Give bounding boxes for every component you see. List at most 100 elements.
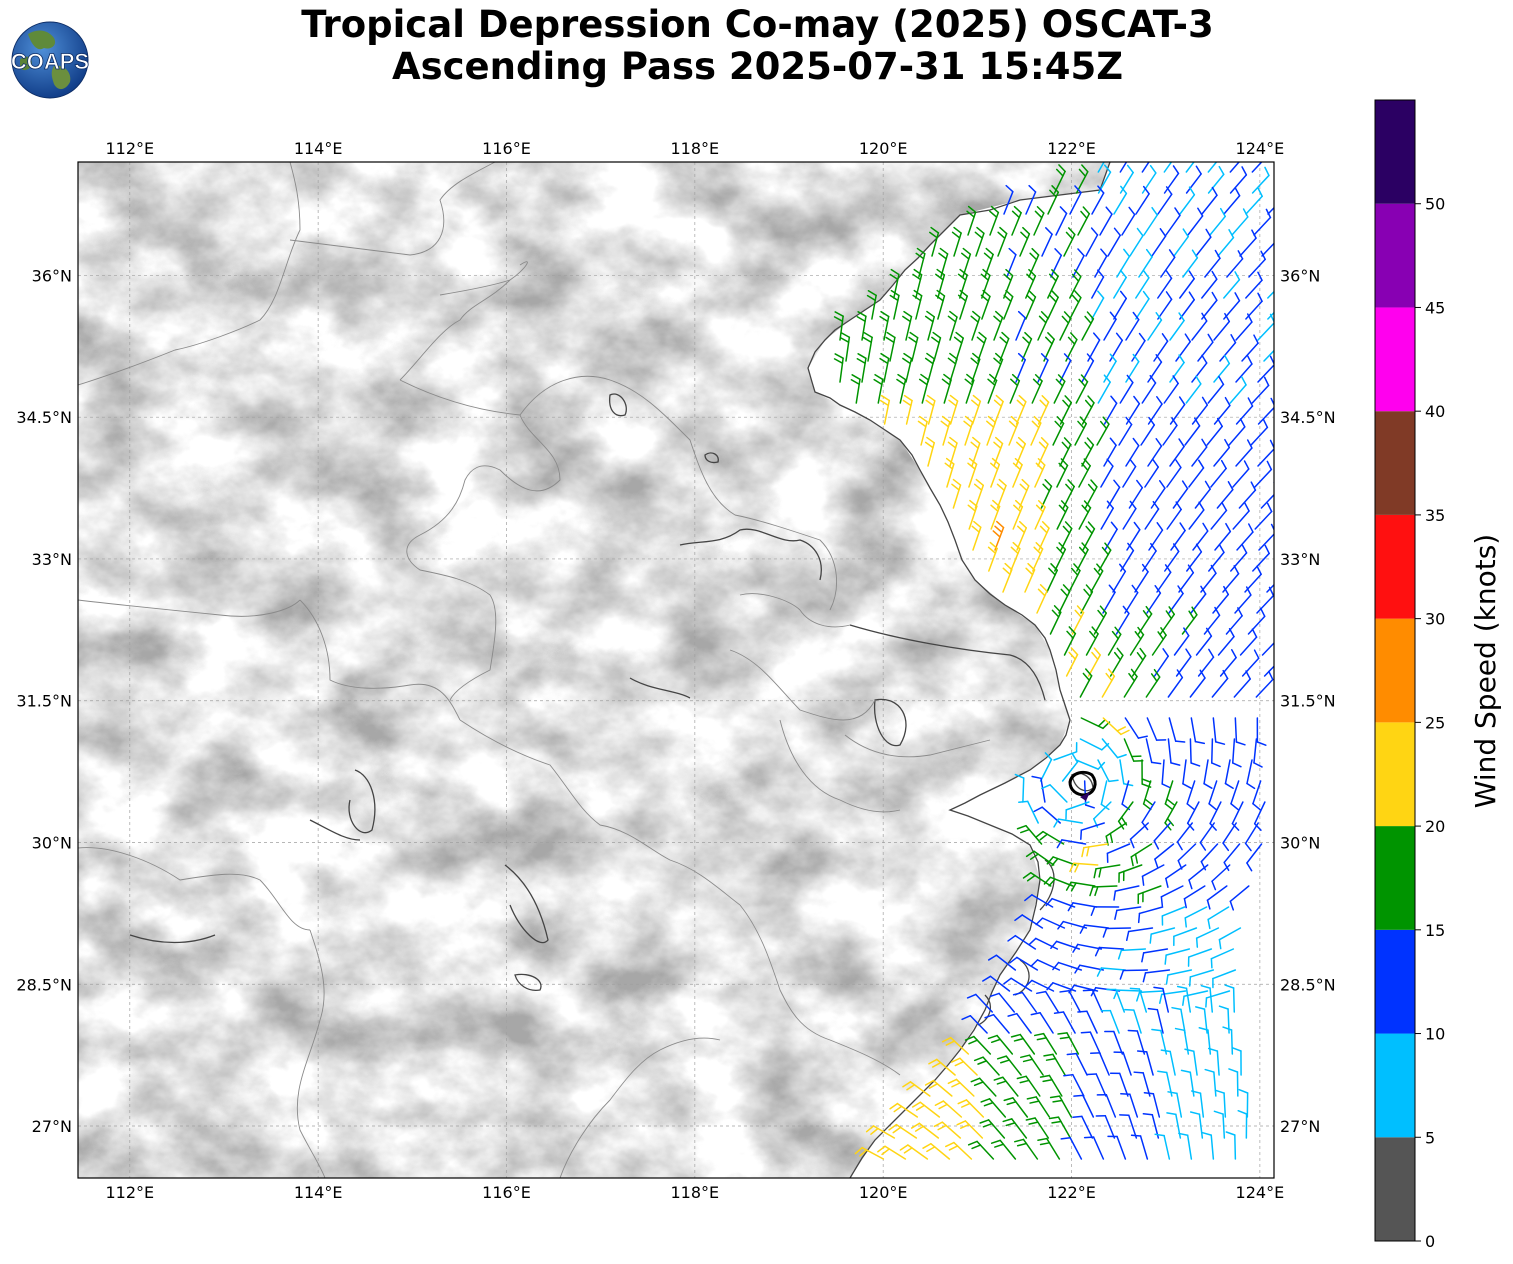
wind-barb: [1049, 605, 1062, 635]
wind-barb: [911, 1101, 941, 1118]
wind-barb: [1117, 948, 1147, 960]
wind-barb: [1214, 522, 1232, 551]
lon-tick-label-top: 114°E: [294, 139, 343, 158]
wind-barb: [986, 415, 997, 446]
wind-barb: [961, 1014, 988, 1034]
wind-barb: [1006, 247, 1017, 278]
wind-barb: [1157, 270, 1173, 299]
wind-barb: [1119, 374, 1134, 404]
wind-barb: [997, 226, 1008, 257]
wind-barb: [957, 289, 968, 320]
wind-barb: [1239, 229, 1257, 257]
wind-barb: [957, 268, 968, 299]
wind-barb: [1016, 1075, 1041, 1097]
wind-barb: [1094, 946, 1125, 957]
wind-barb: [1041, 227, 1053, 257]
wind-barb: [1246, 759, 1256, 790]
wind-barb: [1187, 948, 1213, 967]
wind-barb: [1263, 665, 1274, 677]
wind-barb: [1251, 376, 1270, 404]
wind-barb: [1254, 502, 1273, 530]
wind-barb: [973, 1056, 1000, 1076]
wind-barb: [1157, 186, 1173, 215]
wind-barb: [1230, 544, 1248, 572]
wind-barb: [970, 1077, 997, 1097]
wind-barb: [1012, 457, 1023, 488]
wind-barb: [1130, 843, 1153, 867]
wind-barb: [1069, 185, 1082, 215]
wind-barb: [1090, 563, 1104, 593]
wind-barb: [1260, 481, 1274, 509]
wind-barb: [1112, 563, 1127, 593]
wind-barb: [1211, 864, 1231, 891]
wind-barb: [1126, 521, 1141, 551]
lat-tick-label-right: 31.5°N: [1280, 692, 1336, 711]
wind-barb: [980, 1098, 1007, 1118]
lon-tick-label-bottom: 122°E: [1047, 1183, 1096, 1202]
wind-barb: [1142, 780, 1153, 811]
wind-barb: [1094, 248, 1108, 278]
wind-barb: [967, 1140, 995, 1160]
wind-barb: [1048, 1116, 1072, 1139]
wind-barb: [1101, 738, 1127, 759]
wind-barb: [1161, 906, 1186, 926]
wind-barb: [1119, 162, 1128, 173]
wind-barb: [1133, 1071, 1151, 1097]
wind-barb: [1041, 784, 1068, 803]
wind-barb: [1109, 332, 1124, 362]
wind-barb: [1078, 500, 1092, 530]
wind-barb: [1056, 839, 1087, 849]
wind-barb: [1077, 1010, 1098, 1034]
wind-barb: [984, 1013, 1010, 1034]
wind-barb: [945, 1141, 973, 1160]
wind-barb: [1015, 436, 1026, 467]
wind-barb: [1009, 956, 1039, 971]
wind-barb: [1189, 738, 1201, 767]
wind-barb: [1109, 647, 1124, 677]
wind-barb: [1228, 418, 1246, 446]
wind-barb: [1102, 717, 1130, 736]
wind-barb: [1178, 564, 1195, 593]
wind-barb: [1011, 205, 1022, 236]
wind-barb: [1179, 186, 1196, 215]
wind-barb: [1192, 522, 1209, 551]
wind-barb: [1016, 520, 1028, 551]
wind-barb: [1065, 647, 1079, 677]
wind-barb: [1103, 437, 1117, 467]
wind-barb: [1100, 1009, 1120, 1034]
wind-barb: [1083, 1136, 1105, 1160]
wind-barb: [1163, 165, 1180, 194]
wind-barb: [1142, 969, 1171, 983]
wind-barb: [899, 1144, 929, 1160]
wind-barb: [1024, 979, 1055, 992]
coaps-logo: COAPS: [10, 21, 90, 99]
wind-barb: [1189, 669, 1206, 698]
chart-title: Tropical Depression Co-may (2025) OSCAT-…: [180, 4, 1335, 88]
wind-barb: [1096, 1093, 1117, 1118]
wind-barb: [1209, 801, 1222, 831]
wind-barb: [1036, 584, 1048, 614]
wind-barb: [1081, 395, 1095, 425]
wind-barb: [1096, 967, 1127, 977]
wind-barb: [1053, 818, 1083, 828]
wind-barb: [1211, 669, 1229, 698]
lon-tick-label-top: 118°E: [671, 139, 720, 158]
wind-barb: [924, 1079, 953, 1097]
wind-barb: [1229, 162, 1241, 173]
wind-barb: [856, 311, 867, 341]
wind-barb: [973, 478, 985, 509]
wind-barb: [1018, 478, 1030, 509]
lon-tick-label-bottom: 112°E: [105, 1183, 154, 1202]
wind-barb: [1057, 920, 1088, 930]
wind-barb: [1025, 289, 1037, 320]
wind-barb: [1207, 375, 1225, 404]
wind-barb: [1206, 417, 1223, 446]
wind-barb: [1046, 856, 1077, 867]
wind-barb: [1213, 1110, 1226, 1139]
wind-barb: [1167, 669, 1184, 698]
wind-barb: [993, 352, 1004, 383]
wind-barb: [1233, 670, 1251, 698]
colorbar-bin: [1375, 929, 1415, 1034]
wind-barb: [1219, 649, 1237, 677]
wind-barb: [924, 310, 935, 341]
